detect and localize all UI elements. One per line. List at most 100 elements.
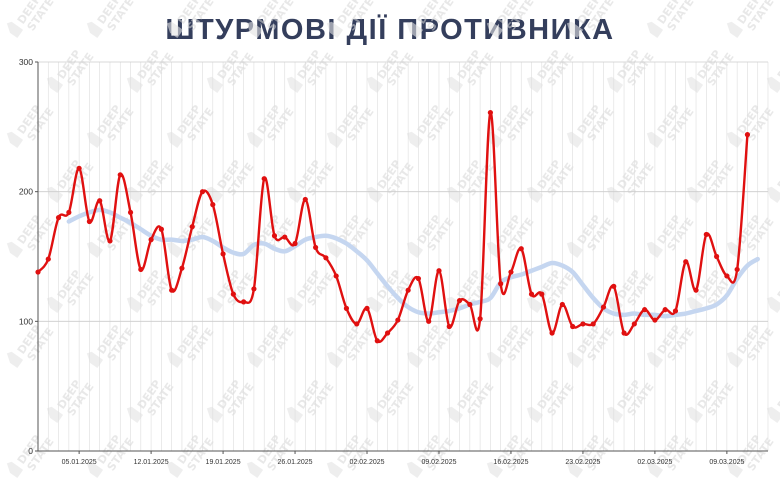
daily-data-point [518,246,524,252]
watermark-icon [206,406,224,424]
x-tick-label: 19.01.2025 [206,459,241,466]
daily-data-point [426,318,432,324]
watermark-icon [646,21,664,39]
watermark-icon [326,461,344,479]
watermark-icon [526,406,544,424]
daily-data-point [220,251,226,257]
watermark-icon [166,351,184,369]
chart-title: ШТУРМОВІ ДІЇ ПРОТИВНИКА [165,14,615,46]
watermark-icon [606,186,624,204]
watermark-icon [766,406,780,424]
watermark-icon [726,131,744,149]
watermark-icon [646,461,664,479]
watermark-icon [86,241,104,259]
watermark-icon [686,406,704,424]
watermark-icon [166,241,184,259]
watermark-icon [406,241,424,259]
daily-data-point [179,265,185,271]
watermark-icon [6,131,24,149]
daily-data-point [271,233,278,239]
watermark-icon [126,296,144,314]
daily-data-point [374,338,380,344]
watermark-icon [166,21,184,39]
daily-data-point [436,268,442,274]
daily-data-point [292,240,298,247]
x-tick-label: 12.01.2025 [134,459,169,466]
y-tick-label: 300 [19,57,33,67]
watermark-icon [86,461,104,479]
x-tick-label: 09.02.2025 [421,459,456,466]
watermark-icon [326,21,344,39]
y-tick-label: 200 [19,187,33,197]
watermark-text: DEEP [775,268,780,302]
watermark-icon [246,131,264,149]
watermark-icon [566,21,584,39]
watermark-icon [686,186,704,204]
watermark-icon [206,76,224,94]
watermark-icon [246,21,264,39]
daily-data-point [199,189,206,195]
watermark-icon [606,76,624,94]
watermark-icon [46,76,64,94]
daily-data-point [35,269,41,275]
y-axis-ticks: 0 100 200 300 [19,57,38,456]
average-series-line [66,207,760,319]
watermark-icon [166,461,184,479]
daily-data-point [127,209,134,216]
daily-data-point [549,330,555,336]
watermark-icon [566,461,584,479]
daily-data-point [703,231,709,238]
x-tick-label: 23.02.2025 [565,459,600,466]
daily-data-point [405,287,411,293]
watermark-icon [126,186,144,204]
watermark-icon [86,351,104,369]
watermark-icon [606,406,624,424]
x-tick-label: 26.01.2025 [278,459,313,466]
daily-data-point [117,172,123,178]
daily-data-point [384,330,391,336]
watermark-icon [566,241,584,259]
daily-data-point [672,308,679,314]
daily-data-point [55,215,62,221]
daily-data-point [230,291,236,297]
watermark-icon [406,131,424,149]
daily-data-point [76,165,82,171]
daily-data-point [498,281,504,287]
daily-data-point [734,266,740,273]
watermark-icon [366,186,384,204]
chart-axes [37,62,768,452]
